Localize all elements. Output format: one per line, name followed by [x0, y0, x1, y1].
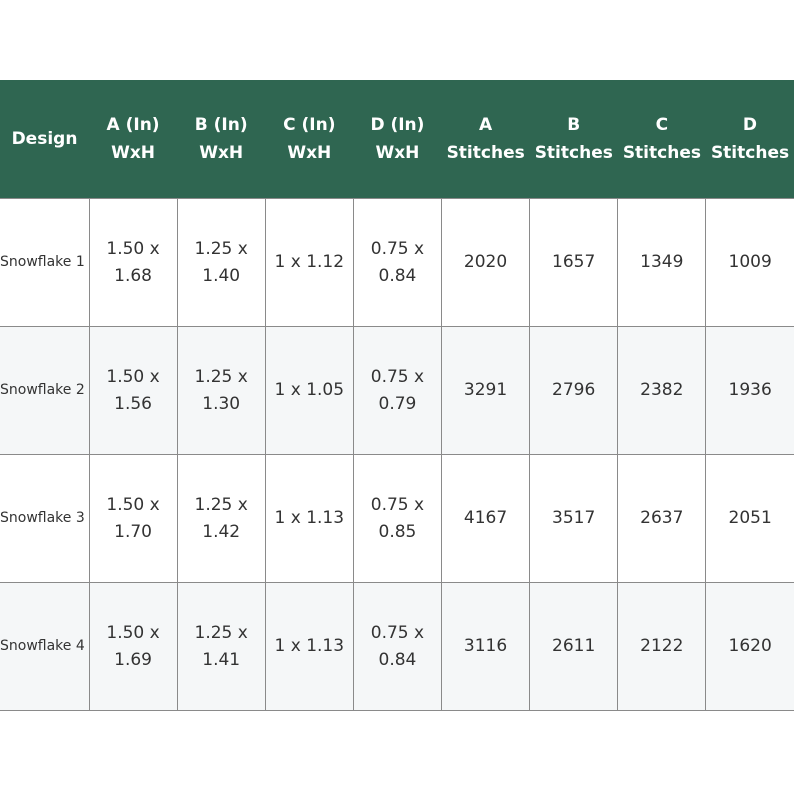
cell-text: 1.25 x 1.30 [194, 366, 248, 414]
data-cell: 2637 [617, 454, 707, 583]
data-cell: 0.75 x 0.79 [352, 326, 443, 455]
data-cell: 1 x 1.12 [264, 198, 354, 327]
cell-text: 0.75 x 0.79 [370, 366, 425, 414]
cell-text: 1657 [552, 252, 596, 272]
design-cell: Snowflake 3 [0, 454, 90, 583]
cell-text: 1.50 x 1.56 [106, 366, 160, 414]
cell-text: 2611 [552, 636, 596, 656]
cell-text: 2382 [640, 380, 684, 400]
table-row: Snowflake 2 1.50 x 1.56 1.25 x 1.30 1 x 1.0… [0, 326, 794, 455]
cell-text: 2796 [552, 380, 596, 400]
cell-text: Snowflake 2 [0, 382, 85, 398]
header-cell: B Stitches [529, 80, 618, 199]
cell-text: 1 x 1.05 [274, 380, 345, 400]
header-text: B (In) WxH [194, 115, 248, 163]
data-cell: 2611 [529, 582, 619, 711]
data-cell: 0.75 x 0.85 [352, 454, 443, 583]
cell-text: 2051 [728, 508, 772, 528]
cell-text: 1009 [728, 252, 772, 272]
cell-text: 0.75 x 0.84 [370, 622, 425, 670]
cell-text: 3116 [463, 636, 508, 656]
data-cell: 1.50 x 1.69 [88, 582, 178, 711]
data-cell: 1657 [529, 198, 619, 327]
header-cell: D (In) WxH [353, 80, 442, 199]
data-cell: 3291 [440, 326, 531, 455]
header-text: C (In) WxH [283, 115, 336, 163]
design-cell: Snowflake 4 [0, 582, 90, 711]
design-cell: Snowflake 1 [0, 198, 90, 327]
cell-text: 4167 [463, 508, 508, 528]
header-row: Design A (In) WxH B (In) WxH C (In) WxH D (I… [0, 80, 794, 199]
data-cell: 1.25 x 1.41 [176, 582, 266, 711]
header-text: B Stitches [534, 115, 613, 163]
table-body: Snowflake 1 1.50 x 1.68 1.25 x 1.40 1 x 1.1… [0, 198, 794, 711]
cell-text: 2637 [640, 508, 684, 528]
cell-text: 1620 [728, 636, 772, 656]
data-cell: 0.75 x 0.84 [352, 582, 443, 711]
data-cell: 1 x 1.13 [264, 454, 354, 583]
header-text: C Stitches [622, 115, 701, 163]
cell-text: Snowflake 3 [0, 510, 85, 526]
data-cell: 1.25 x 1.42 [176, 454, 266, 583]
data-cell: 1.50 x 1.70 [88, 454, 178, 583]
cell-text: 1.50 x 1.68 [106, 238, 160, 286]
data-cell: 3116 [440, 582, 531, 711]
cell-text: 1.50 x 1.70 [106, 494, 160, 542]
cell-text: 1349 [640, 252, 684, 272]
cell-text: 1 x 1.13 [274, 636, 345, 656]
header-cell: C Stitches [617, 80, 706, 199]
header-cell: D Stitches [705, 80, 794, 199]
data-cell: 1620 [705, 582, 794, 711]
cell-text: 1.25 x 1.41 [194, 622, 248, 670]
data-cell: 0.75 x 0.84 [352, 198, 443, 327]
cell-text: 0.75 x 0.84 [370, 238, 425, 286]
data-cell: 1 x 1.13 [264, 582, 354, 711]
header-text: A (In) WxH [106, 115, 160, 163]
data-cell: 1009 [705, 198, 794, 327]
data-cell: 4167 [440, 454, 531, 583]
table-row: Snowflake 4 1.50 x 1.69 1.25 x 1.41 1 x 1.1… [0, 582, 794, 711]
table-row: Snowflake 3 1.50 x 1.70 1.25 x 1.42 1 x 1.1… [0, 454, 794, 583]
header-cell: Design [0, 80, 89, 199]
header-text: D Stitches [710, 115, 790, 163]
cell-text: 3517 [552, 508, 596, 528]
cell-text: 1.50 x 1.69 [106, 622, 160, 670]
header-cell: B (In) WxH [177, 80, 266, 199]
cell-text: 1936 [728, 380, 772, 400]
data-cell: 2122 [617, 582, 707, 711]
table-row: Snowflake 1 1.50 x 1.68 1.25 x 1.40 1 x 1.1… [0, 198, 794, 327]
data-cell: 1.50 x 1.56 [88, 326, 178, 455]
cell-text: Snowflake 1 [0, 254, 85, 270]
cell-text: Snowflake 4 [0, 638, 85, 654]
stitch-table: Design A (In) WxH B (In) WxH C (In) WxH D (I… [0, 80, 794, 711]
header-cell: A Stitches [441, 80, 530, 199]
data-cell: 2796 [529, 326, 619, 455]
header-text: Design [11, 129, 78, 149]
header-cell: C (In) WxH [265, 80, 354, 199]
data-cell: 2020 [440, 198, 531, 327]
cell-text: 2020 [463, 252, 508, 272]
cell-text: 0.75 x 0.85 [370, 494, 425, 542]
data-cell: 2382 [617, 326, 707, 455]
data-cell: 3517 [529, 454, 619, 583]
cell-text: 1.25 x 1.42 [194, 494, 248, 542]
data-cell: 1.25 x 1.30 [176, 326, 266, 455]
cell-text: 3291 [463, 380, 508, 400]
data-cell: 1.50 x 1.68 [88, 198, 178, 327]
cell-text: 2122 [640, 636, 684, 656]
cell-text: 1.25 x 1.40 [194, 238, 248, 286]
cell-text: 1 x 1.12 [274, 252, 345, 272]
data-cell: 2051 [705, 454, 794, 583]
data-cell: 1.25 x 1.40 [176, 198, 266, 327]
cell-text: 1 x 1.13 [274, 508, 345, 528]
data-cell: 1349 [617, 198, 707, 327]
data-cell: 1936 [705, 326, 794, 455]
header-text: A Stitches [446, 115, 525, 163]
header-text: D (In) WxH [370, 115, 425, 163]
header-cell: A (In) WxH [89, 80, 178, 199]
design-cell: Snowflake 2 [0, 326, 90, 455]
data-cell: 1 x 1.05 [264, 326, 354, 455]
